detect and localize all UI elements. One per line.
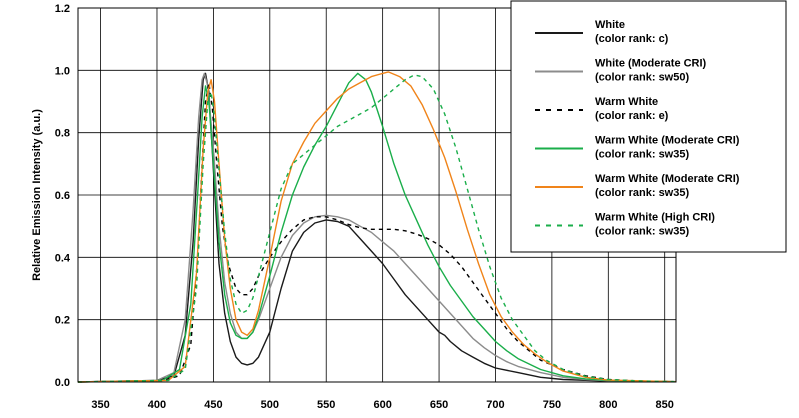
x-tick-label: 850: [656, 399, 674, 411]
legend-label-1: White: [595, 19, 625, 31]
y-tick-label: 0.4: [55, 252, 71, 264]
legend-label-5: Warm White (Moderate CRI): [595, 173, 740, 185]
series-lines: [77, 71, 677, 383]
x-tick-label: 500: [261, 399, 279, 411]
legend-label-6: Warm White (High CRI): [595, 212, 715, 224]
x-tick-label: 400: [148, 399, 166, 411]
x-tick-label: 350: [91, 399, 109, 411]
legend-label-1: (color rank: c): [595, 33, 669, 45]
x-tick-label: 650: [430, 399, 448, 411]
y-tick-label: 0.8: [55, 128, 70, 140]
x-tick-labels: 350 400 450 500 550 600 650 700 750 800 850: [91, 399, 674, 411]
x-tick-label: 700: [486, 399, 504, 411]
series-line-5: [77, 71, 677, 383]
legend-label-4: Warm White (Moderate CRI): [595, 135, 740, 147]
legend-box: [510, 0, 787, 253]
series-line-6: [77, 74, 677, 383]
legend-label-4: (color rank: sw35): [595, 149, 689, 161]
series-line-2: [77, 72, 677, 383]
x-tick-label: 550: [317, 399, 335, 411]
legend-label-3: Warm White: [595, 96, 658, 108]
x-tick-label: 600: [373, 399, 391, 411]
x-tick-label: 450: [204, 399, 222, 411]
legend-label-2: White (Moderate CRI): [595, 58, 707, 70]
y-tick-label: 1.0: [55, 65, 70, 77]
legend-label-2: (color rank: sw50): [595, 72, 689, 84]
y-tick-label: 0.2: [55, 315, 70, 327]
y-tick-label: 0.6: [55, 190, 70, 202]
y-axis-title: Relative Emission Intensity (a.u.): [31, 109, 43, 281]
y-tick-labels: 0.0 0.2 0.4 0.6 0.8 1.0 1.2: [55, 3, 71, 389]
x-tick-label: 800: [599, 399, 617, 411]
x-tick-label: 750: [543, 399, 561, 411]
legend-label-6: (color rank: sw35): [595, 226, 689, 238]
series-line-3: [77, 82, 677, 383]
legend-label-5: (color rank: sw35): [595, 187, 689, 199]
y-tick-label: 0.0: [55, 377, 70, 389]
legend: White (color rank: c) White (Moderate CRI)…: [510, 0, 787, 253]
series-line-4: [77, 72, 677, 383]
legend-label-3: (color rank: e): [595, 110, 669, 122]
y-tick-label: 1.2: [55, 3, 70, 15]
